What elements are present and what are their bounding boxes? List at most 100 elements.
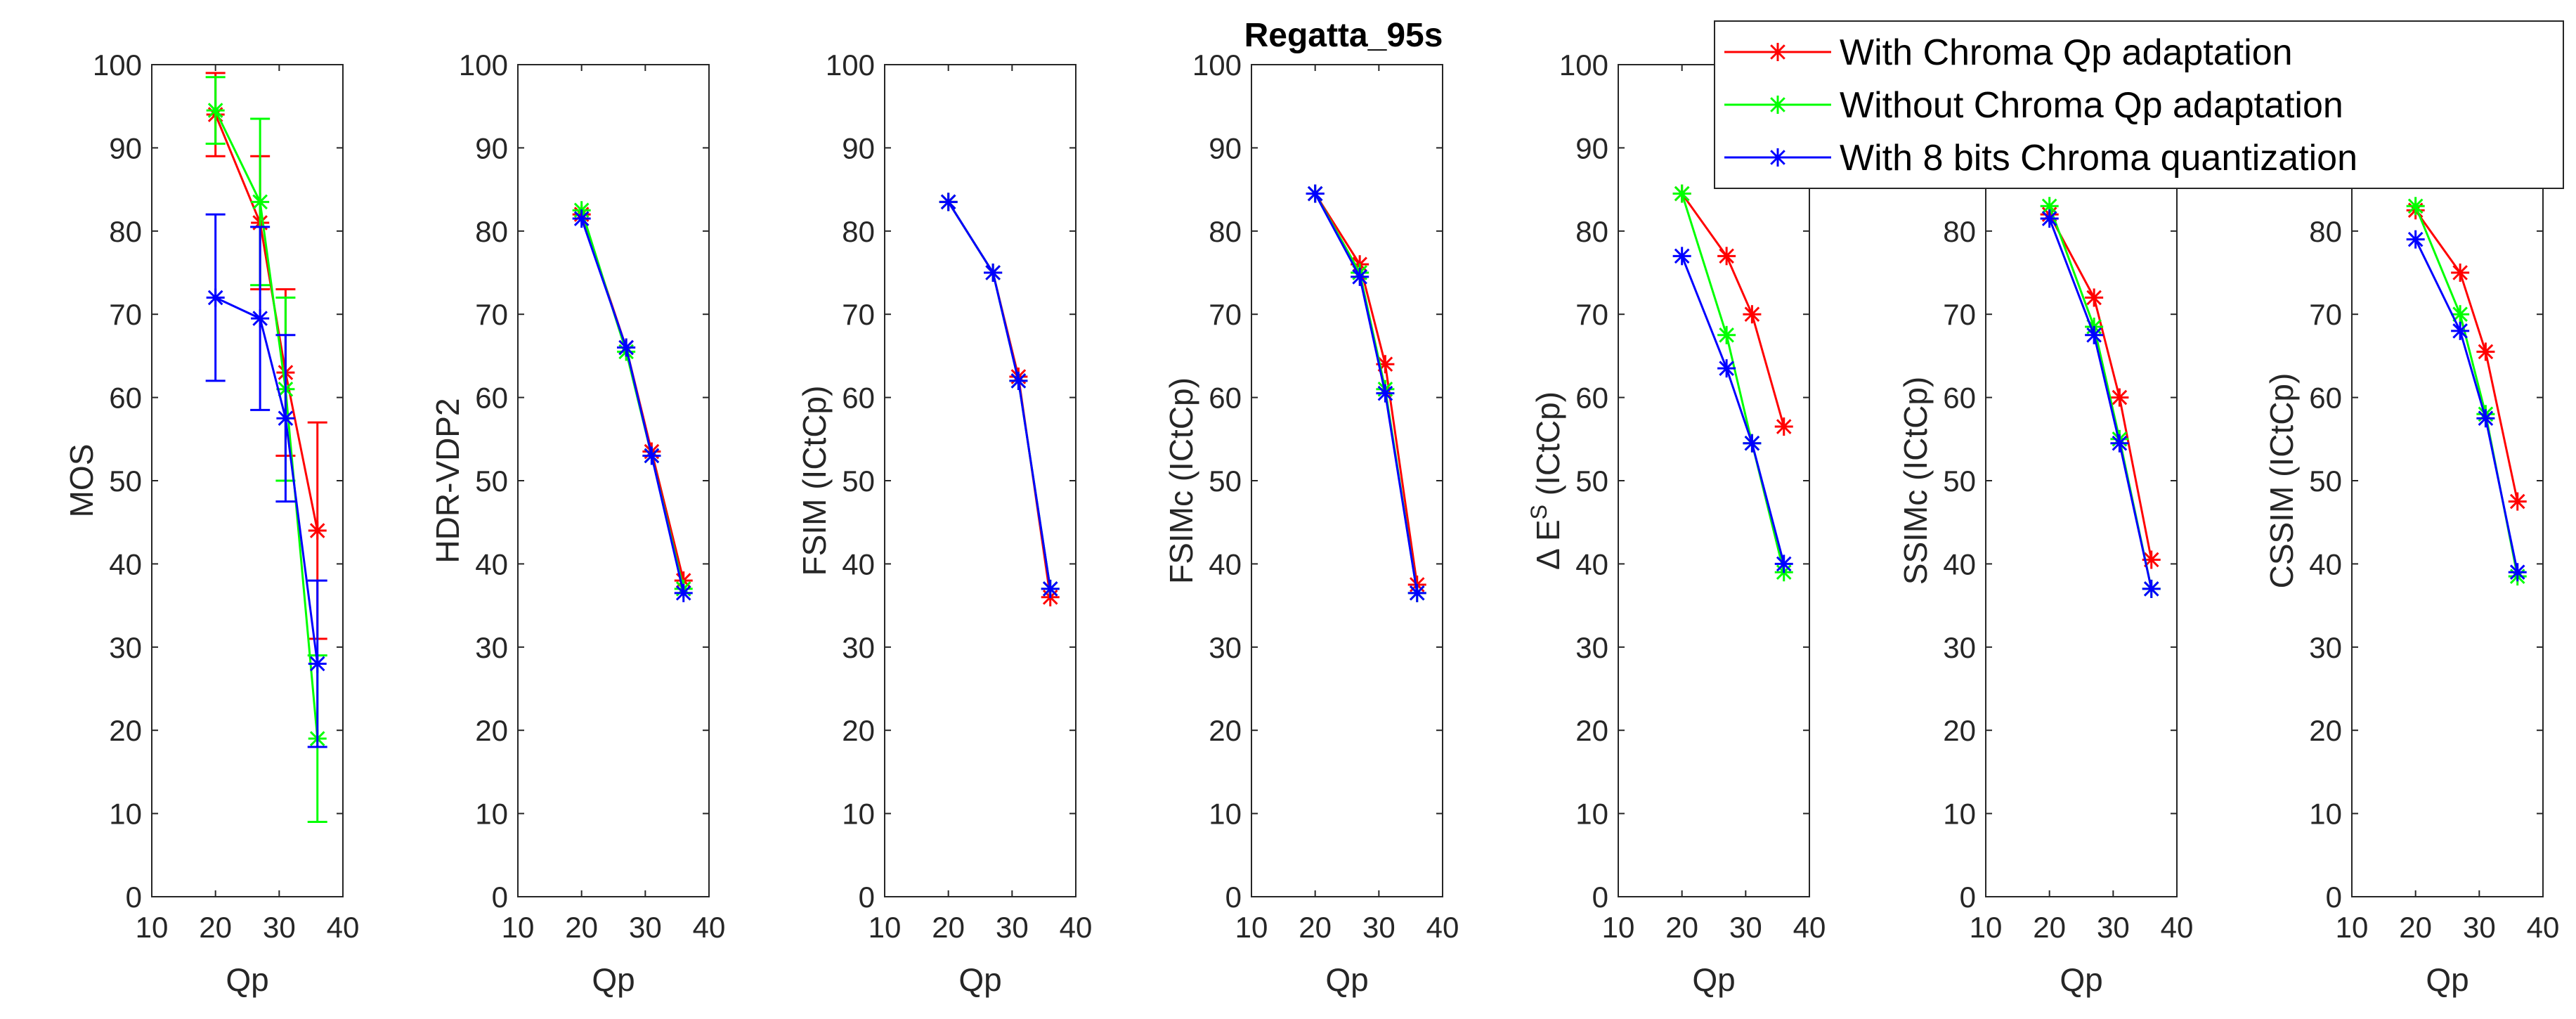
y-tick-label: 10 <box>109 798 142 831</box>
series-line <box>1314 193 1419 585</box>
data-point <box>1672 247 1691 266</box>
series-line <box>2048 214 2153 560</box>
y-tick-label: 30 <box>1943 631 1976 664</box>
plot-area <box>1985 64 2178 897</box>
y-tick-label: 20 <box>475 714 508 747</box>
y-tick-label: 70 <box>109 298 142 331</box>
y-tick-label: 40 <box>109 547 142 580</box>
y-tick-label: 0 <box>1225 881 1242 914</box>
series-with-8-bits-chroma-quantization <box>2040 209 2161 598</box>
x-tick-label: 20 <box>2033 911 2066 944</box>
x-tick-label: 10 <box>136 911 169 944</box>
data-point <box>2040 209 2059 228</box>
x-tick-label: 40 <box>327 911 360 944</box>
y-tick-label: 30 <box>2309 631 2342 664</box>
legend-label: Without Chroma Qp adaptation <box>1840 85 2343 126</box>
y-tick-label: 40 <box>2309 547 2342 580</box>
data-point <box>2508 492 2527 511</box>
x-tick-label: 30 <box>1362 911 1396 944</box>
x-tick-label: 30 <box>2097 911 2130 944</box>
y-tick-label: 80 <box>1209 215 1242 248</box>
y-tick-label: 20 <box>2309 714 2342 747</box>
legend: With Chroma Qp adaptation Without Chroma … <box>1714 20 2564 189</box>
series-line <box>947 201 1052 590</box>
y-axis-label: CSSIM (ICtCp) <box>2263 373 2300 589</box>
data-point <box>984 264 1003 282</box>
series-line <box>215 297 319 664</box>
data-point <box>308 654 327 673</box>
y-tick-label: 10 <box>2309 798 2342 831</box>
y-tick-label: 80 <box>1943 215 1976 248</box>
y-tick-label: 40 <box>1943 547 1976 580</box>
y-tick-label: 10 <box>842 798 875 831</box>
data-point <box>2451 321 2470 340</box>
data-point <box>674 583 693 602</box>
y-tick-label: 60 <box>475 382 508 415</box>
y-axis-label-delta: Δ <box>1530 541 1566 570</box>
y-tick-label: 60 <box>1943 382 1976 415</box>
x-tick-label: 30 <box>1729 911 1762 944</box>
panel-6: 010203040506070809010010203040QpSSIMc (I… <box>1897 48 2193 998</box>
data-point <box>1306 184 1325 203</box>
y-tick-label: 70 <box>475 298 508 331</box>
y-tick-label: 60 <box>842 382 875 415</box>
y-tick-label: 40 <box>1575 547 1608 580</box>
series-line <box>1681 193 1785 427</box>
series-with-8-bits-chroma-quantization <box>939 193 1060 598</box>
y-tick-label: 100 <box>826 48 875 82</box>
y-tick-label: 0 <box>2326 881 2342 914</box>
x-tick-label: 20 <box>2399 911 2432 944</box>
x-tick-label: 40 <box>1426 911 1459 944</box>
x-tick-label: 40 <box>2161 911 2194 944</box>
x-axis-label: Qp <box>226 961 268 998</box>
x-tick-label: 10 <box>502 911 535 944</box>
y-tick-label: 60 <box>1209 382 1242 415</box>
data-point <box>1376 384 1395 403</box>
x-tick-label: 10 <box>1602 911 1635 944</box>
series-line <box>2414 209 2519 502</box>
x-axis-label: Qp <box>2426 961 2468 998</box>
y-tick-label: 50 <box>1209 465 1242 498</box>
data-point <box>251 309 270 328</box>
x-tick-label: 30 <box>629 911 662 944</box>
y-tick-label: 10 <box>1575 798 1608 831</box>
data-layer <box>1672 184 1793 582</box>
y-axis-label-rest: (ICtCp) <box>1530 391 1566 505</box>
x-tick-label: 30 <box>263 911 296 944</box>
y-tick-label: 0 <box>1592 881 1608 914</box>
y-tick-label: 40 <box>475 547 508 580</box>
y-tick-label: 0 <box>859 881 875 914</box>
data-point <box>251 193 270 212</box>
y-tick-label: 80 <box>842 215 875 248</box>
legend-entry: With 8 bits Chroma quantization <box>1724 138 2357 179</box>
data-layer <box>572 201 693 602</box>
x-tick-label: 40 <box>2527 911 2560 944</box>
y-tick-label: 90 <box>475 131 508 164</box>
data-point <box>1041 579 1060 598</box>
legend-label: With Chroma Qp adaptation <box>1840 32 2293 73</box>
x-axis-label: Qp <box>1692 961 1735 998</box>
legend-box <box>1714 20 2564 189</box>
y-tick-label: 20 <box>1943 714 1976 747</box>
data-layer <box>205 72 327 823</box>
y-tick-label: 10 <box>1943 798 1976 831</box>
data-point <box>1009 371 1028 390</box>
data-point <box>2508 563 2527 582</box>
data-point <box>2406 197 2425 216</box>
data-point <box>2451 264 2470 282</box>
data-point <box>276 409 295 428</box>
x-tick-label: 20 <box>565 911 598 944</box>
data-point <box>1743 305 1762 324</box>
x-axis-label: Qp <box>958 961 1001 998</box>
y-tick-label: 50 <box>1575 465 1608 498</box>
data-point <box>2142 579 2161 598</box>
legend-marker <box>1769 148 1787 167</box>
y-tick-label: 70 <box>1575 298 1608 331</box>
data-point <box>1743 434 1762 453</box>
y-tick-label: 80 <box>109 215 142 248</box>
y-tick-label: 20 <box>1209 714 1242 747</box>
